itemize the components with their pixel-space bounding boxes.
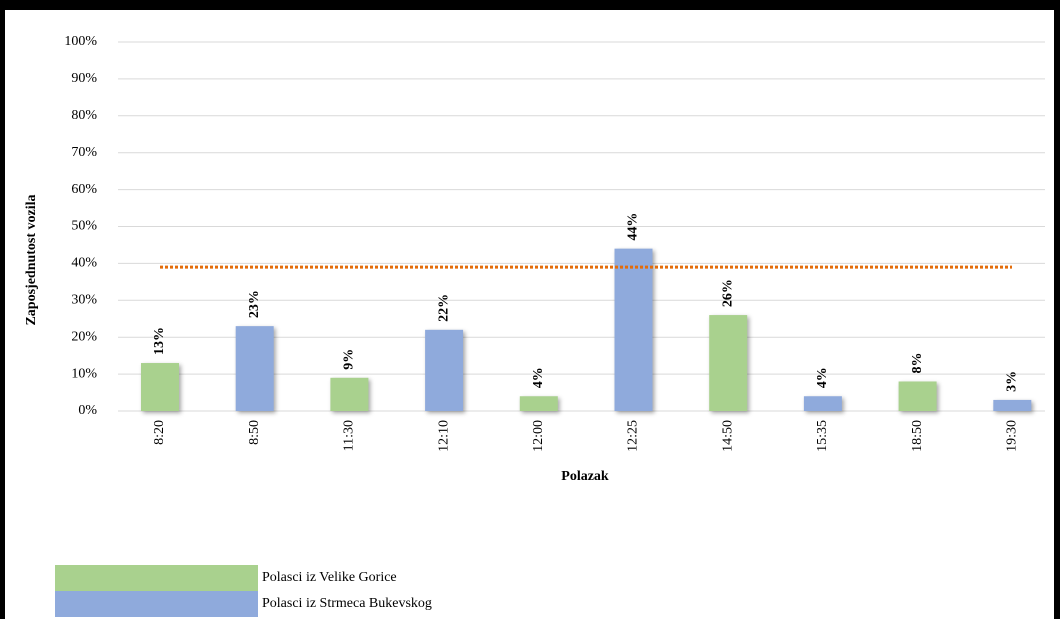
y-tick-label: 0% (78, 403, 97, 418)
value-label: 3% (1005, 371, 1020, 392)
bar (709, 315, 748, 411)
x-tick-label: 14:50 (720, 420, 735, 452)
y-tick-label: 80% (71, 108, 97, 123)
legend-swatch (55, 565, 258, 591)
y-tick-label: 100% (64, 34, 97, 49)
x-tick-label: 12:10 (436, 420, 451, 452)
x-tick-label: 8:50 (247, 420, 262, 445)
value-label: 13% (152, 327, 167, 355)
bar (803, 396, 842, 411)
x-axis-title: Polazak (561, 469, 609, 484)
y-tick-label: 10% (71, 366, 97, 381)
bar (993, 399, 1032, 411)
bar (519, 396, 558, 411)
chart-background (5, 10, 1054, 619)
value-label: 8% (910, 352, 925, 373)
value-label: 23% (247, 290, 262, 318)
x-tick-label: 15:35 (815, 420, 830, 452)
x-tick-label: 11:30 (342, 420, 357, 451)
value-label: 9% (342, 349, 357, 370)
bar (235, 326, 274, 411)
bar (141, 363, 179, 411)
x-tick-label: 18:50 (910, 420, 925, 452)
x-tick-label: 19:30 (1005, 420, 1020, 452)
y-tick-label: 50% (71, 219, 97, 234)
bar (330, 377, 369, 411)
value-label: 26% (720, 279, 735, 307)
bar (898, 381, 937, 411)
y-axis-title: Zaposjednutost vozila (24, 194, 39, 325)
y-tick-label: 30% (71, 293, 97, 308)
y-tick-label: 60% (71, 182, 97, 197)
legend-label: Polasci iz Velike Gorice (262, 570, 397, 585)
y-tick-label: 20% (71, 329, 97, 344)
y-tick-label: 90% (71, 71, 97, 86)
value-label: 4% (815, 367, 830, 388)
legend-swatch (55, 591, 258, 617)
bar (614, 248, 653, 411)
y-tick-label: 70% (71, 145, 97, 160)
bar (425, 329, 464, 411)
value-label: 4% (531, 367, 546, 388)
legend-label: Polasci iz Strmeca Bukevskog (262, 596, 432, 611)
value-label: 22% (436, 294, 451, 322)
value-label: 44% (626, 213, 641, 241)
x-tick-label: 8:20 (152, 420, 167, 445)
x-tick-label: 12:25 (626, 420, 641, 452)
x-tick-label: 12:00 (531, 420, 546, 452)
y-tick-label: 40% (71, 256, 97, 271)
